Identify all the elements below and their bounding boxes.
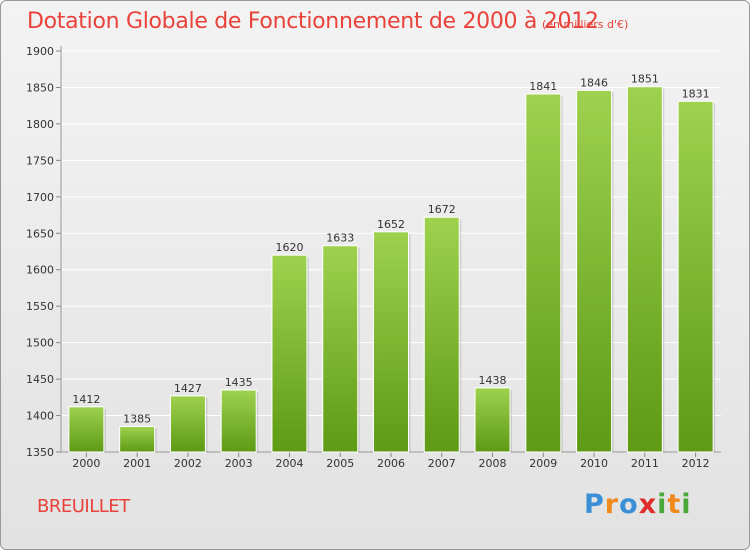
x-tick-label: 2006 [377,457,405,470]
y-tick-label: 1800 [26,118,54,131]
bar [423,216,460,453]
bar [220,389,257,453]
chart-title: Dotation Globale de Fonctionnement de 20… [27,9,599,34]
value-label: 1652 [377,218,405,231]
x-tick-labels: 2000 2001 2002 2003 2004 2005 2006 2007 2008 2009… [72,457,709,470]
y-tick-label: 1350 [26,446,54,459]
value-label: 1846 [580,76,608,89]
y-tick-label: 1500 [26,337,54,350]
bar [169,395,206,453]
x-tick-label: 2012 [682,457,710,470]
x-tick-label: 2008 [479,457,507,470]
bar [677,100,714,453]
x-tick-label: 2003 [225,457,253,470]
y-tick-label: 1750 [26,154,54,167]
y-tick-label: 1450 [26,373,54,386]
value-label: 1385 [123,412,151,425]
y-tick-label: 1700 [26,191,54,204]
x-tick-label: 2005 [326,457,354,470]
x-tick-label: 2004 [275,457,303,470]
bar [525,93,562,453]
y-tick-label: 1600 [26,264,54,277]
x-tick-label: 2000 [72,457,100,470]
chart-unit: (en milliers d'€) [542,18,629,31]
bar [119,425,156,453]
bar [373,231,409,453]
commune-name: BREUILLET [37,496,130,517]
y-tick-label: 1850 [26,81,54,94]
value-label: 1620 [275,241,303,254]
y-tick-label: 1550 [26,300,54,313]
y-tick-label: 1650 [26,227,54,240]
value-label: 1851 [631,73,659,86]
bar [271,254,308,453]
x-tick-label: 2010 [580,457,608,470]
y-tick-label: 1900 [26,45,54,58]
x-tick-label: 2007 [428,457,456,470]
bar [322,245,359,453]
y-tick-labels: 1350 1400 1450 1500 1550 1600 1650 1700 1750 1800… [26,45,54,459]
value-label: 1633 [326,232,354,245]
value-label: 1427 [174,382,202,395]
value-label: 1841 [529,80,557,93]
value-label: 1412 [72,393,100,406]
bar [576,89,613,453]
x-tick-label: 2011 [631,457,659,470]
y-tick-label: 1400 [26,410,54,423]
value-label: 1435 [225,376,253,389]
value-label: 1672 [428,203,456,216]
bar [474,387,511,453]
bar [626,86,663,453]
value-labels: 1412 1385 1427 1435 1620 1633 1652 1672 1438 1841… [72,73,709,426]
x-tick-label: 2009 [529,457,557,470]
x-tick-label: 2001 [123,457,151,470]
value-label: 1438 [479,374,507,387]
value-label: 1831 [682,87,710,100]
bar [68,406,105,453]
proxiti-logo: Proxiti [584,489,692,520]
x-tick-label: 2002 [174,457,202,470]
bars [68,86,716,453]
